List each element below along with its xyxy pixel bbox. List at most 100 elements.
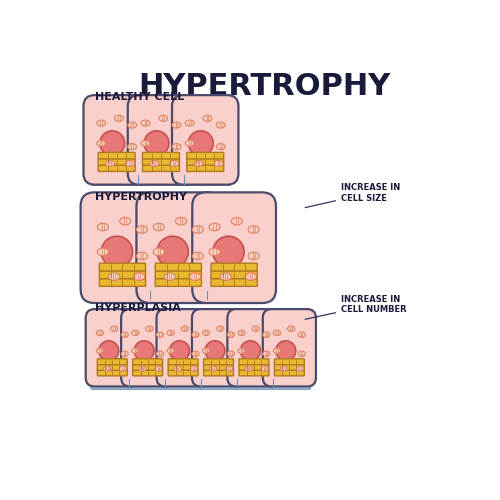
Ellipse shape xyxy=(128,122,136,128)
Ellipse shape xyxy=(248,226,259,233)
FancyBboxPatch shape xyxy=(211,263,257,271)
Ellipse shape xyxy=(157,236,188,268)
Ellipse shape xyxy=(232,218,242,225)
Ellipse shape xyxy=(170,160,178,166)
Ellipse shape xyxy=(176,218,186,225)
Ellipse shape xyxy=(202,348,209,354)
Ellipse shape xyxy=(192,332,199,338)
Ellipse shape xyxy=(202,330,209,336)
Ellipse shape xyxy=(213,236,244,268)
Ellipse shape xyxy=(298,351,306,356)
Ellipse shape xyxy=(120,218,131,225)
Text: HYPERPLASIA: HYPERPLASIA xyxy=(94,304,180,314)
Ellipse shape xyxy=(97,120,106,126)
FancyBboxPatch shape xyxy=(187,152,224,159)
Ellipse shape xyxy=(216,144,225,150)
Text: INCREASE IN
CELL NUMBER: INCREASE IN CELL NUMBER xyxy=(305,295,406,320)
Ellipse shape xyxy=(98,224,108,230)
Ellipse shape xyxy=(134,341,154,360)
Ellipse shape xyxy=(128,144,136,150)
FancyBboxPatch shape xyxy=(228,309,280,386)
Ellipse shape xyxy=(190,273,200,280)
Ellipse shape xyxy=(110,326,117,332)
Ellipse shape xyxy=(126,160,134,166)
FancyBboxPatch shape xyxy=(204,358,234,365)
Ellipse shape xyxy=(246,273,256,280)
FancyBboxPatch shape xyxy=(239,370,269,376)
FancyBboxPatch shape xyxy=(192,192,276,303)
Ellipse shape xyxy=(153,224,164,230)
Ellipse shape xyxy=(167,348,174,354)
Ellipse shape xyxy=(141,120,150,126)
Ellipse shape xyxy=(188,131,213,156)
Ellipse shape xyxy=(192,226,203,233)
FancyBboxPatch shape xyxy=(274,358,304,365)
Ellipse shape xyxy=(182,326,188,332)
Ellipse shape xyxy=(155,366,162,372)
FancyBboxPatch shape xyxy=(100,271,146,278)
FancyBboxPatch shape xyxy=(239,364,269,370)
Ellipse shape xyxy=(121,351,128,356)
FancyBboxPatch shape xyxy=(98,158,135,165)
FancyBboxPatch shape xyxy=(168,358,198,365)
Ellipse shape xyxy=(192,351,199,356)
Ellipse shape xyxy=(298,332,306,338)
Text: INCREASE IN
CELL SIZE: INCREASE IN CELL SIZE xyxy=(305,183,400,208)
Ellipse shape xyxy=(203,116,212,121)
Ellipse shape xyxy=(216,326,224,332)
Ellipse shape xyxy=(274,330,280,336)
Ellipse shape xyxy=(96,348,103,354)
Ellipse shape xyxy=(167,330,174,336)
Ellipse shape xyxy=(261,366,268,372)
Ellipse shape xyxy=(276,341,295,360)
FancyBboxPatch shape xyxy=(84,95,150,184)
Ellipse shape xyxy=(240,341,260,360)
Ellipse shape xyxy=(174,366,182,372)
Ellipse shape xyxy=(280,366,287,372)
Ellipse shape xyxy=(274,348,280,354)
FancyBboxPatch shape xyxy=(204,370,234,376)
Ellipse shape xyxy=(98,248,108,256)
FancyBboxPatch shape xyxy=(86,309,139,386)
Ellipse shape xyxy=(190,366,198,372)
FancyBboxPatch shape xyxy=(142,165,180,172)
Ellipse shape xyxy=(216,122,225,128)
Ellipse shape xyxy=(238,330,245,336)
FancyBboxPatch shape xyxy=(100,263,146,271)
Ellipse shape xyxy=(108,273,120,280)
Ellipse shape xyxy=(97,140,106,146)
FancyBboxPatch shape xyxy=(132,370,162,376)
FancyBboxPatch shape xyxy=(187,165,224,172)
Ellipse shape xyxy=(186,140,194,146)
Ellipse shape xyxy=(134,273,145,280)
Ellipse shape xyxy=(209,224,220,230)
Ellipse shape xyxy=(156,332,164,338)
Text: HEALTHY CELL: HEALTHY CELL xyxy=(94,92,184,102)
Ellipse shape xyxy=(146,326,153,332)
FancyBboxPatch shape xyxy=(155,271,202,278)
Ellipse shape xyxy=(132,330,139,336)
Ellipse shape xyxy=(114,116,124,121)
Ellipse shape xyxy=(220,273,232,280)
Ellipse shape xyxy=(172,122,181,128)
FancyBboxPatch shape xyxy=(155,263,202,271)
Ellipse shape xyxy=(158,116,168,121)
Text: HYPERTROPHY: HYPERTROPHY xyxy=(138,72,390,101)
FancyBboxPatch shape xyxy=(98,152,135,159)
FancyBboxPatch shape xyxy=(204,364,234,370)
FancyBboxPatch shape xyxy=(172,95,238,184)
Ellipse shape xyxy=(139,366,146,372)
Text: HYPERTROPHY: HYPERTROPHY xyxy=(94,192,186,202)
Ellipse shape xyxy=(144,131,169,156)
Ellipse shape xyxy=(210,366,216,372)
Ellipse shape xyxy=(228,351,234,356)
Ellipse shape xyxy=(228,332,234,338)
FancyBboxPatch shape xyxy=(142,152,180,159)
Ellipse shape xyxy=(136,226,147,233)
Ellipse shape xyxy=(164,273,175,280)
Ellipse shape xyxy=(226,366,232,372)
Ellipse shape xyxy=(205,341,225,360)
Ellipse shape xyxy=(101,236,132,268)
FancyBboxPatch shape xyxy=(98,364,127,370)
Ellipse shape xyxy=(170,341,190,360)
